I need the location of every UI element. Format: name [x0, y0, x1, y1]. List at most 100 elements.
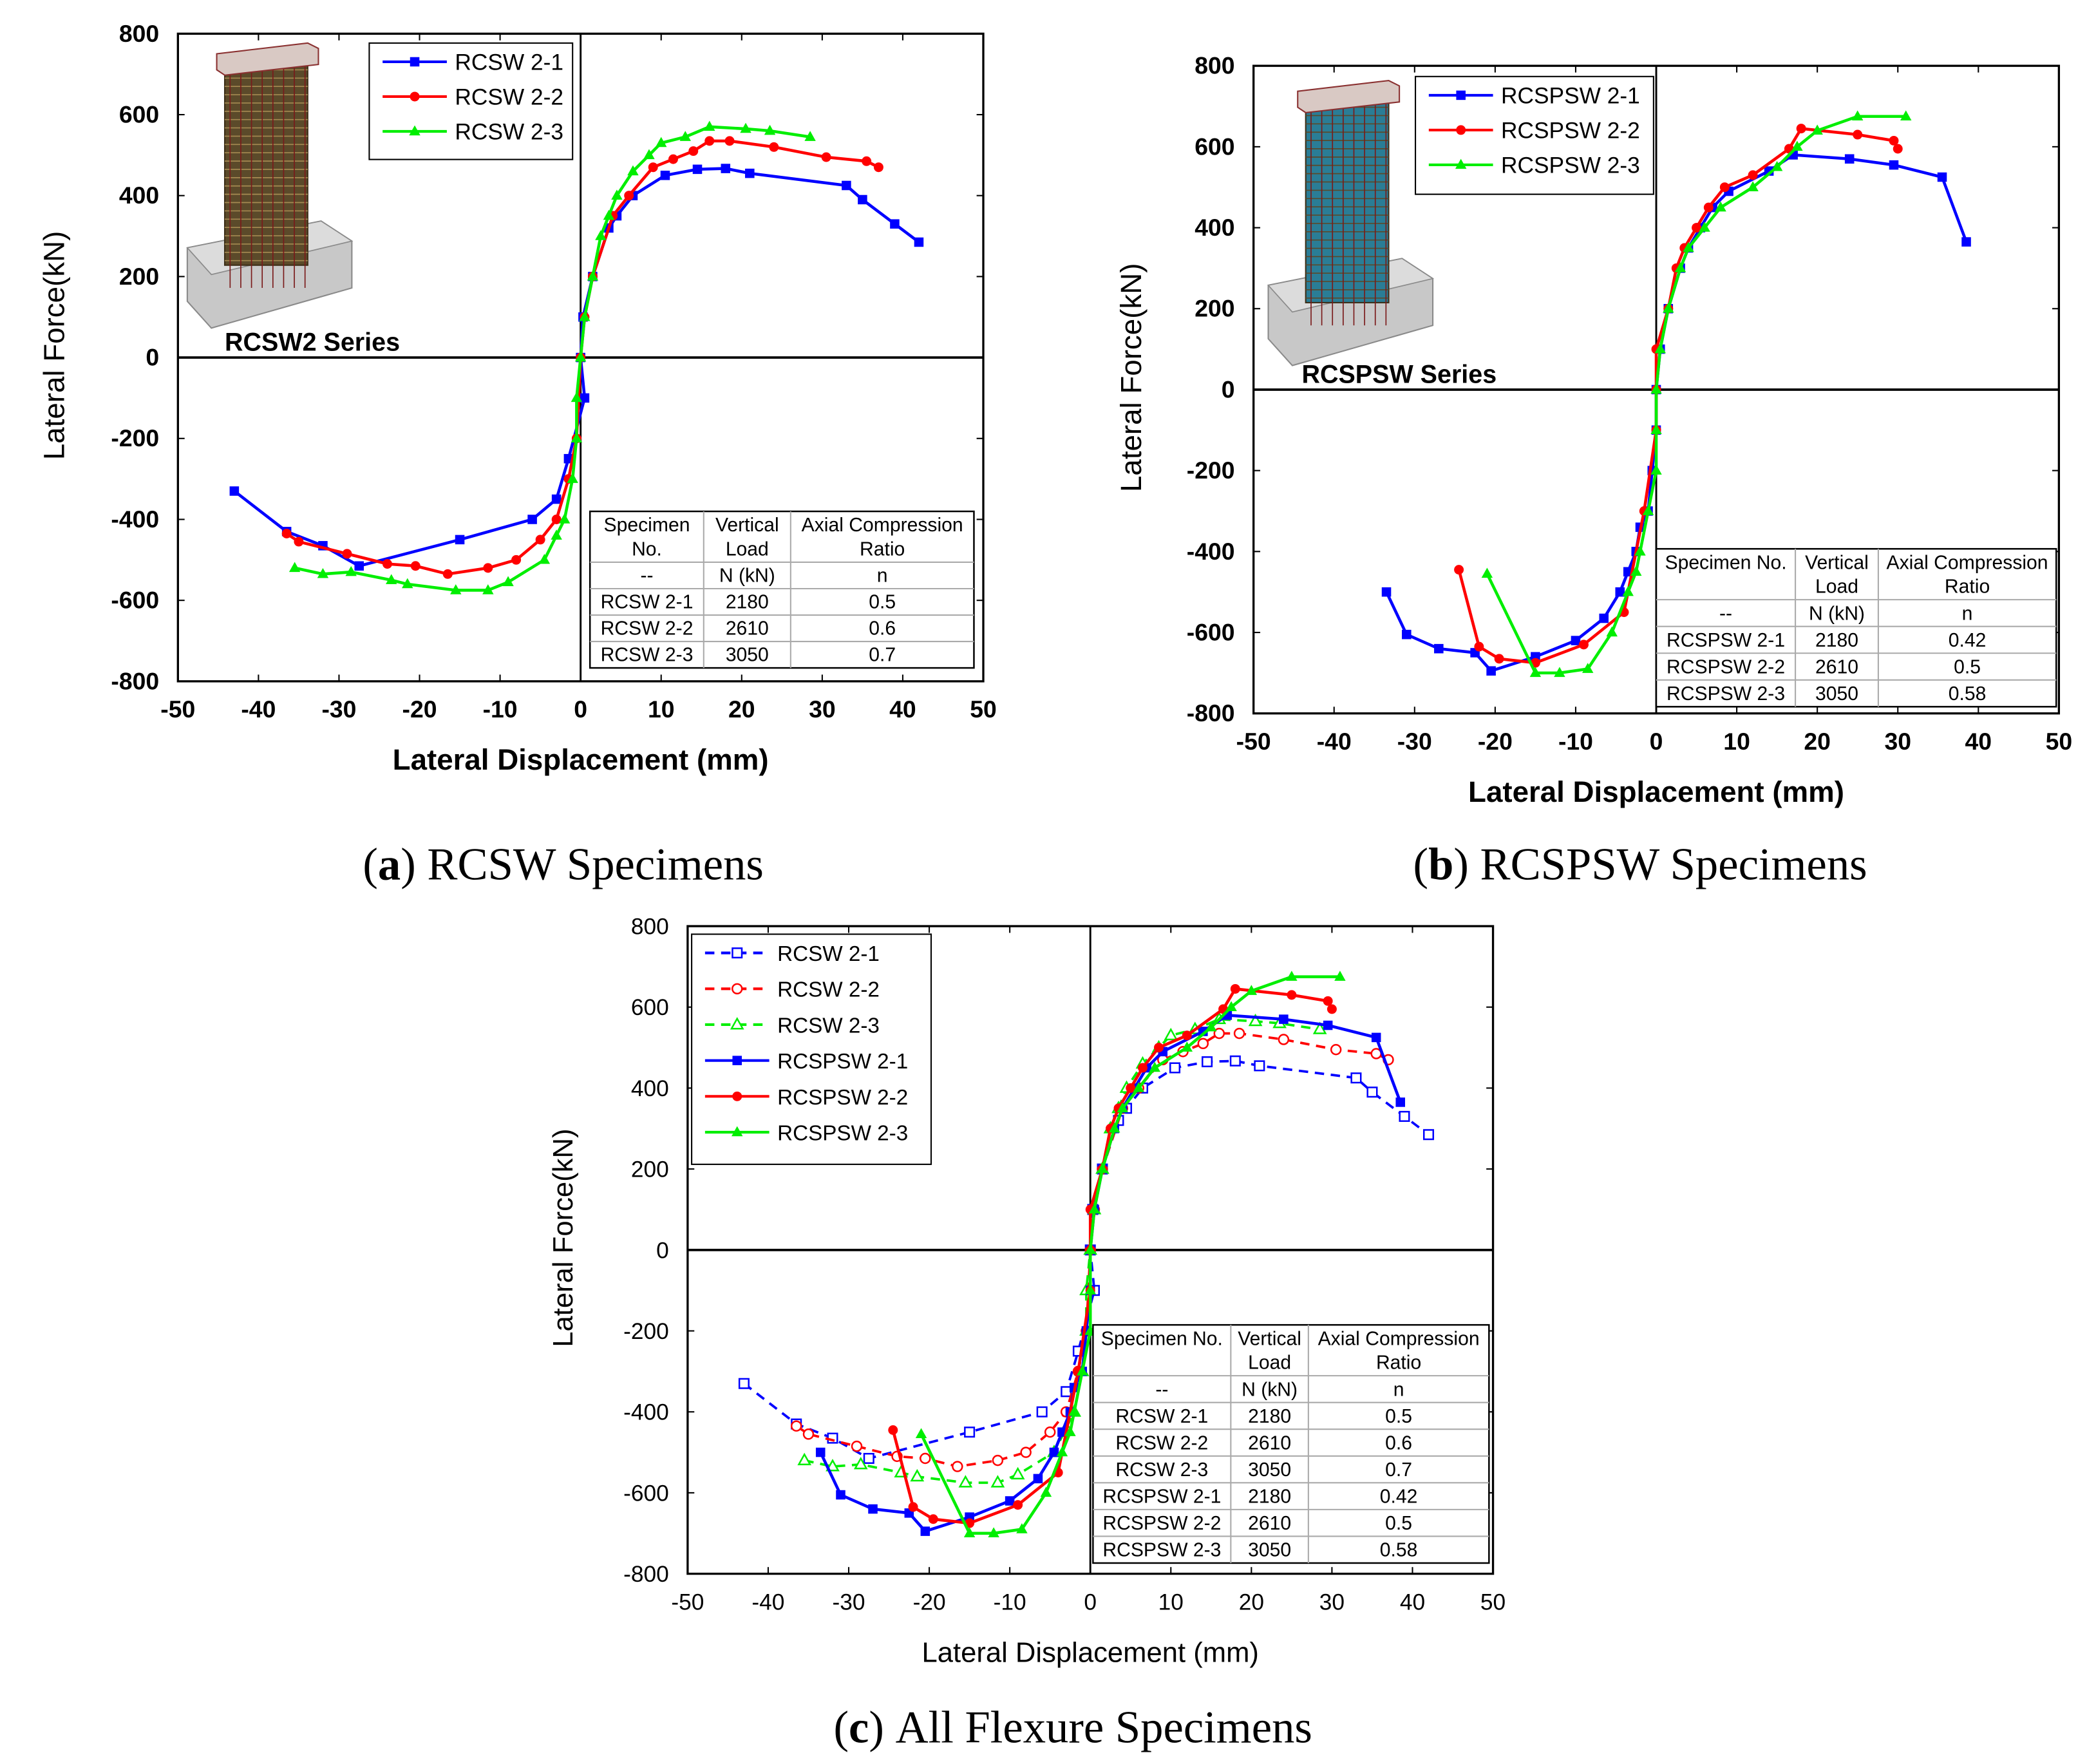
table-cell: 3050: [1248, 1459, 1291, 1481]
data-point: [1606, 626, 1618, 637]
data-point: [890, 219, 900, 229]
data-point: [1771, 160, 1783, 171]
y-tick-label: 600: [1195, 133, 1234, 160]
legend-marker: [732, 1056, 742, 1065]
x-tick-label: -10: [1558, 728, 1593, 755]
data-point: [668, 154, 678, 164]
data-point: [410, 561, 420, 571]
data-point: [1719, 182, 1730, 193]
table-header: Specimen: [604, 515, 690, 536]
table-unit: n: [1393, 1379, 1404, 1400]
data-point: [988, 1527, 999, 1537]
data-point: [603, 209, 615, 220]
data-point: [442, 569, 453, 579]
data-point: [1061, 1386, 1072, 1398]
data-point: [294, 536, 304, 547]
data-point: [450, 584, 462, 594]
data-point: [1013, 1500, 1023, 1510]
x-tick-label: 50: [2046, 728, 2073, 755]
data-point: [826, 1459, 840, 1472]
data-point: [551, 515, 562, 524]
data-point: [1064, 1426, 1076, 1436]
data-point: [1791, 140, 1803, 151]
data-point: [804, 131, 816, 141]
y-tick-label: -800: [1187, 699, 1235, 726]
data-point: [1330, 1044, 1342, 1056]
data-point: [1474, 641, 1484, 652]
legend-entry: RCSW 2-3: [455, 119, 563, 144]
data-point: [692, 164, 703, 175]
legend: RCSW 2-1 RCSW 2-2 RCSW 2-3: [368, 42, 574, 160]
data-point: [836, 1490, 845, 1500]
data-point: [1164, 1027, 1178, 1041]
chart-panel-c: -50 -40 -30 -20 -10 0 10 20 30 40 50 -800 -600 -400 -2…: [548, 915, 1506, 1753]
table-unit: --: [640, 565, 653, 587]
data-point: [1205, 1021, 1217, 1032]
table-header: Load: [1815, 576, 1858, 598]
legend-marker: [410, 91, 420, 102]
y-tick-label: -400: [623, 1400, 669, 1425]
table-unit: N (kN): [1242, 1379, 1298, 1400]
table-cell: 0.6: [1385, 1432, 1412, 1454]
data-point: [873, 162, 883, 173]
legend-marker: [1456, 125, 1466, 135]
table-cell: 0.6: [869, 618, 896, 640]
y-tick-label: -200: [111, 424, 159, 451]
data-point: [1233, 1027, 1245, 1039]
data-point: [1076, 1365, 1088, 1376]
legend-entry: RCSPSW 2-1: [777, 1050, 908, 1074]
data-point: [802, 1428, 815, 1440]
x-tick-label: 40: [889, 696, 916, 723]
x-tick-label: -50: [1236, 728, 1271, 755]
data-point: [1622, 585, 1634, 596]
legend-marker: [410, 57, 420, 67]
data-point: [1395, 1097, 1406, 1107]
data-point: [1323, 1020, 1333, 1030]
x-tick-label: -20: [913, 1590, 946, 1615]
data-point: [611, 189, 623, 200]
x-tick-label: 10: [1158, 1590, 1184, 1615]
data-point: [1663, 302, 1674, 313]
caption-letter: b: [1428, 839, 1453, 889]
data-point: [868, 1504, 878, 1514]
series-line: [579, 125, 811, 358]
data-point: [1692, 223, 1702, 233]
data-point: [1674, 262, 1686, 272]
table-header: Load: [726, 539, 769, 560]
data-point: [527, 515, 537, 524]
caption-text: All Flexure Specimens: [896, 1702, 1312, 1752]
table-cell: RCSW 2-3: [1115, 1459, 1208, 1481]
caption-letter: a: [378, 839, 401, 889]
x-tick-label: -50: [160, 696, 195, 723]
y-tick-label: -200: [1187, 457, 1235, 484]
x-tick-label: 30: [809, 696, 836, 723]
data-point: [1312, 1021, 1327, 1034]
data-point: [1630, 565, 1642, 576]
x-tick-label: -30: [321, 696, 356, 723]
y-tick-label: 600: [631, 995, 669, 1020]
data-point: [1900, 110, 1912, 120]
data-point: [1169, 1062, 1181, 1074]
data-point: [1402, 629, 1412, 640]
data-point: [862, 156, 872, 166]
data-point: [656, 137, 667, 147]
data-point: [281, 528, 292, 538]
x-tick-label: 0: [1084, 1590, 1097, 1615]
x-tick-label: 20: [728, 696, 755, 723]
legend-entry: RCSPSW 2-2: [777, 1086, 908, 1110]
data-point: [587, 270, 599, 281]
table-cell: 2180: [1248, 1406, 1291, 1427]
data-point: [1699, 222, 1710, 232]
data-point: [1248, 1013, 1263, 1027]
legend-marker: [730, 1017, 744, 1030]
data-point: [1278, 1034, 1290, 1045]
y-tick-label: 400: [1195, 214, 1234, 241]
y-tick-label: 800: [119, 20, 159, 47]
series-rcsw-2-3: [288, 120, 816, 594]
data-point: [535, 535, 545, 545]
table-cell: 0.5: [869, 592, 896, 613]
data-point: [1182, 1030, 1192, 1041]
data-point: [888, 1425, 898, 1435]
data-point: [317, 567, 329, 578]
data-point: [1287, 990, 1297, 1000]
